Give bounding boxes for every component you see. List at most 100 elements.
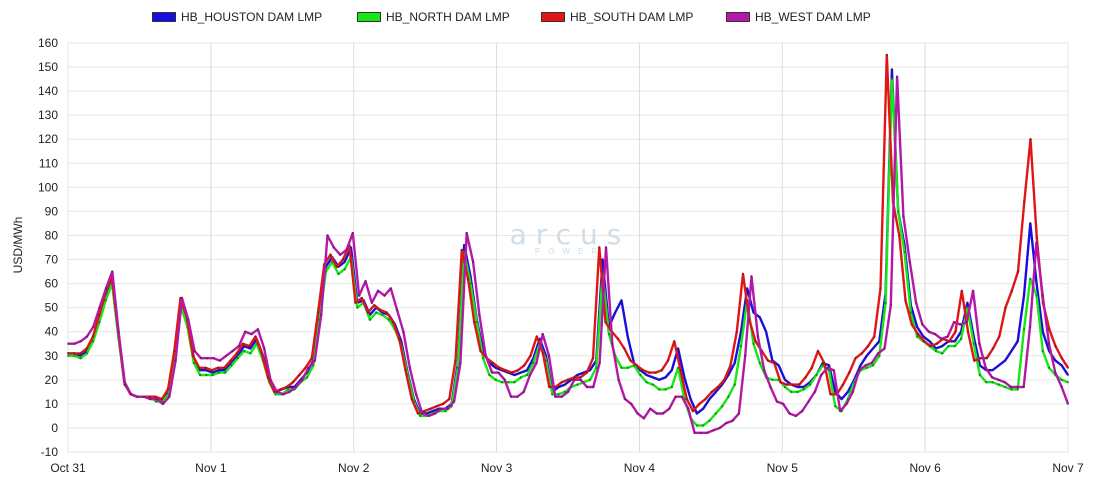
- data-point: [229, 359, 232, 362]
- data-point: [649, 407, 652, 410]
- data-point: [718, 426, 722, 429]
- data-point: [415, 393, 418, 396]
- data-point: [1066, 381, 1070, 384]
- data-point: [845, 402, 848, 405]
- legend-label-south: HB_SOUTH DAM LMP: [570, 10, 694, 24]
- data-point: [275, 390, 278, 393]
- data-point: [1029, 138, 1032, 141]
- data-point: [946, 335, 949, 338]
- data-point: [547, 354, 551, 357]
- data-point: [494, 366, 497, 369]
- data-point: [997, 378, 1000, 381]
- data-point: [754, 340, 757, 343]
- data-point: [79, 352, 82, 355]
- data-point: [435, 405, 438, 408]
- data-point: [217, 371, 220, 374]
- data-point: [310, 357, 313, 360]
- data-point: [523, 364, 526, 367]
- data-point: [379, 309, 382, 312]
- data-point: [585, 385, 589, 389]
- data-point: [1016, 340, 1019, 343]
- series-lines: [66, 53, 1070, 434]
- data-point: [660, 369, 663, 372]
- data-point: [916, 325, 919, 328]
- data-point: [237, 345, 240, 348]
- data-point: [381, 313, 384, 316]
- data-point: [702, 424, 705, 427]
- data-point: [427, 414, 430, 417]
- data-point: [1003, 381, 1006, 384]
- data-point: [884, 301, 887, 304]
- data-point: [601, 258, 604, 261]
- data-point: [840, 398, 843, 401]
- data-point: [92, 340, 95, 343]
- data-point: [658, 378, 661, 381]
- data-point: [779, 381, 782, 384]
- data-point: [1060, 385, 1063, 389]
- data-point: [1004, 385, 1007, 389]
- data-point: [1060, 378, 1063, 381]
- data-point: [645, 373, 648, 377]
- data-point: [345, 248, 348, 251]
- legend-swatch-south: [541, 12, 565, 22]
- data-point: [161, 402, 164, 405]
- data-point: [385, 311, 388, 314]
- data-point: [790, 390, 793, 393]
- data-point: [846, 390, 850, 393]
- data-point: [777, 364, 780, 367]
- data-point: [954, 330, 957, 333]
- data-point: [519, 371, 522, 374]
- data-point: [155, 398, 158, 401]
- data-point: [823, 361, 826, 365]
- x-tick-label: Nov 2: [338, 461, 370, 475]
- legend-item-houston[interactable]: HB_HOUSTON DAM LMP: [152, 9, 322, 25]
- data-point: [329, 253, 332, 256]
- legend-item-west[interactable]: HB_WEST DAM LMP: [726, 9, 871, 25]
- data-point: [454, 359, 457, 362]
- legend-item-north[interactable]: HB_NORTH DAM LMP: [357, 9, 510, 25]
- data-point: [1004, 359, 1007, 362]
- data-point: [815, 373, 818, 377]
- data-point: [807, 400, 810, 403]
- data-point: [66, 352, 70, 355]
- data-point: [491, 361, 495, 365]
- data-point: [254, 335, 257, 338]
- data-point: [560, 395, 563, 398]
- data-point: [509, 395, 513, 398]
- data-point: [960, 337, 963, 340]
- data-point: [916, 335, 919, 338]
- data-point: [756, 335, 760, 338]
- data-point: [1010, 349, 1013, 353]
- y-tick-label: 110: [39, 156, 58, 170]
- data-point: [739, 345, 743, 348]
- legend-item-south[interactable]: HB_SOUTH DAM LMP: [541, 9, 693, 25]
- data-point: [695, 412, 699, 415]
- data-point: [758, 361, 761, 365]
- data-point: [595, 366, 598, 369]
- data-point: [670, 385, 673, 389]
- data-point: [354, 301, 357, 304]
- data-point: [648, 371, 651, 374]
- data-point: [192, 361, 195, 365]
- data-point: [916, 333, 920, 336]
- data-point: [858, 369, 861, 372]
- data-point: [479, 349, 482, 353]
- data-point: [402, 330, 405, 333]
- data-point: [834, 390, 837, 393]
- data-point: [879, 287, 882, 290]
- data-point: [576, 383, 579, 386]
- data-point: [473, 321, 476, 324]
- data-point: [997, 383, 1000, 386]
- data-point: [519, 376, 522, 379]
- data-point: [896, 75, 899, 78]
- data-point: [766, 359, 770, 362]
- data-point: [865, 366, 868, 369]
- legend: HB_HOUSTON DAM LMP HB_NORTH DAM LMP HB_S…: [0, 0, 1100, 30]
- data-point: [563, 383, 567, 386]
- data-point: [249, 347, 252, 350]
- data-point: [611, 342, 614, 345]
- data-point: [1029, 277, 1032, 280]
- data-point: [526, 369, 529, 372]
- data-point: [666, 359, 670, 362]
- data-point: [204, 366, 207, 369]
